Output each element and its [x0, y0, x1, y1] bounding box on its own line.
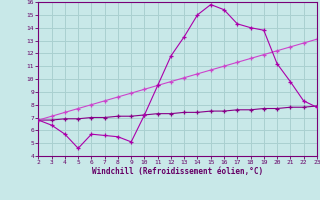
X-axis label: Windchill (Refroidissement éolien,°C): Windchill (Refroidissement éolien,°C)	[92, 167, 263, 176]
